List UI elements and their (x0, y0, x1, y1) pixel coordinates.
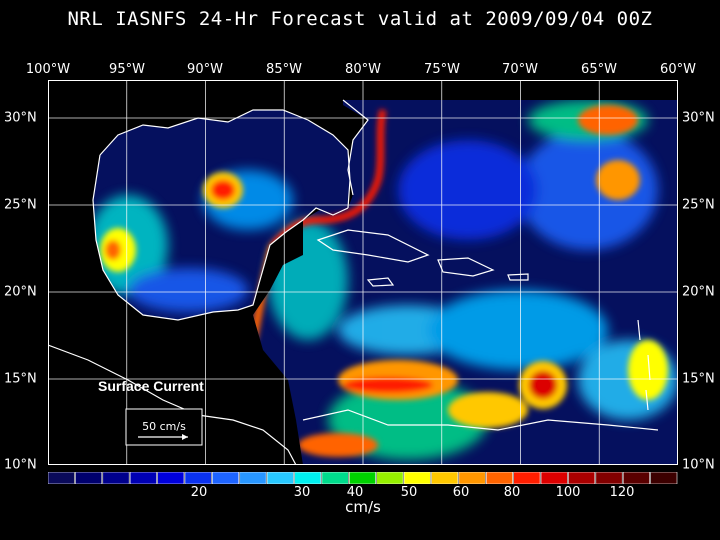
lon-label: 60°W (660, 62, 696, 77)
colorbar-swatch (458, 472, 486, 484)
lon-label: 100°W (25, 62, 71, 77)
lat-label-left: 30°N (4, 110, 37, 126)
colorbar-swatch (431, 472, 459, 484)
lon-label: 70°W (502, 62, 538, 77)
lat-label-left: 25°N (4, 197, 37, 213)
colorbar-swatch (568, 472, 596, 484)
colorbar-swatch (650, 472, 678, 484)
colorbar-swatch (129, 472, 157, 484)
current-speed-map: Surface Current 50 cm/s (48, 80, 678, 465)
colorbar-swatch (48, 472, 75, 484)
colorbar-tick: 60 (452, 485, 470, 500)
colorbar-swatch (212, 472, 240, 484)
lat-label-right: 15°N (682, 371, 715, 387)
lon-label: 85°W (266, 62, 302, 77)
colorbar-swatch (348, 472, 376, 484)
colorbar-swatch (595, 472, 623, 484)
lat-label-left: 10°N (4, 457, 37, 473)
lon-label: 90°W (187, 62, 223, 77)
colorbar-swatch (266, 472, 294, 484)
lon-label: 75°W (424, 62, 460, 77)
colorbar-swatch (513, 472, 541, 484)
lat-label-right: 30°N (682, 110, 715, 126)
lon-label: 80°W (345, 62, 381, 77)
scale-label: 50 cm/s (142, 420, 186, 433)
lat-label-right: 25°N (682, 197, 715, 213)
colorbar-tick: 100 (555, 485, 581, 500)
colorbar-swatch (321, 472, 349, 484)
colorbar-swatch (75, 472, 103, 484)
colorbar (48, 472, 678, 484)
lat-label-left: 15°N (4, 371, 37, 387)
legend-title: Surface Current (98, 378, 204, 394)
colorbar-tick: 40 (346, 485, 364, 500)
colorbar-tick: 20 (190, 485, 208, 500)
colorbar-swatch (622, 472, 650, 484)
colorbar-swatch (184, 472, 212, 484)
colorbar-swatch (294, 472, 322, 484)
colorbar-swatch (403, 472, 431, 484)
colorbar-swatch (485, 472, 513, 484)
colorbar-swatch (157, 472, 185, 484)
colorbar-tick: 30 (293, 485, 311, 500)
colorbar-tick: 50 (400, 485, 418, 500)
colorbar-swatch (540, 472, 568, 484)
colorbar-tick: 120 (609, 485, 635, 500)
colorbar-swatch (376, 472, 404, 484)
colorbar-unit: cm/s (345, 498, 381, 516)
lat-label-right: 20°N (682, 284, 715, 300)
map-title: NRL IASNFS 24-Hr Forecast valid at 2009/… (67, 8, 653, 30)
colorbar-tick: 80 (503, 485, 521, 500)
scale-box (125, 408, 203, 446)
colorbar-swatch (102, 472, 130, 484)
colorbar-swatch (239, 472, 267, 484)
lon-label: 95°W (109, 62, 145, 77)
lat-label-right: 10°N (682, 457, 715, 473)
lat-label-left: 20°N (4, 284, 37, 300)
lon-label: 65°W (581, 62, 617, 77)
